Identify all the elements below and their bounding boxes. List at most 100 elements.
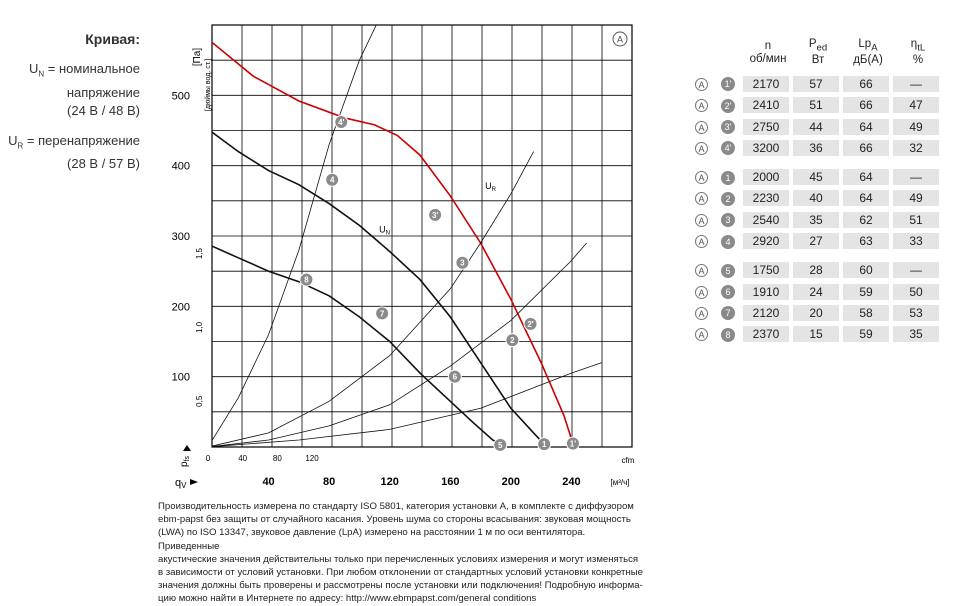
cell-lp: 62: [843, 211, 889, 228]
cell-eta: 50: [893, 283, 939, 300]
legend-ur-symbol: U: [8, 132, 18, 148]
cell-lp: 64: [843, 169, 889, 186]
operating-points-grid: n об/мин Ped Вт LpA дБ(A) ηtL% A 1' 2170 57 66—…: [690, 38, 943, 345]
cell-n: 2540: [743, 211, 789, 228]
cell-p: 20: [793, 304, 839, 321]
cell-n: 2170: [743, 75, 789, 92]
y-tick-label: 100: [172, 372, 190, 384]
footnote: Производительность измерена по стандарту…: [158, 500, 648, 606]
table-row: A 4' 3200 36 66 32: [690, 137, 943, 158]
cell-n: 2920: [743, 233, 789, 250]
series-line-58: [212, 245, 503, 446]
legend-title: Кривая:: [85, 31, 140, 47]
legend-ur-text2: (28 В / 57 В): [67, 156, 140, 172]
series-line-R4: [212, 362, 602, 447]
mode-a-icon: A: [695, 328, 708, 342]
footnote-line: цию можно найти в Интернете по адресу: h…: [158, 593, 537, 605]
x-tick-label-cfm: 40: [238, 454, 247, 463]
cell-n: 2120: [743, 304, 789, 321]
point-number-icon: 2: [721, 191, 735, 206]
cell-lp: 66: [843, 97, 889, 114]
curve-label: UN: [379, 224, 390, 236]
point-number-icon: 1: [721, 170, 735, 185]
footnote-line: акустические значения действительны толь…: [158, 553, 639, 565]
cell-lp: 60: [843, 262, 889, 279]
point-number-icon: 2': [721, 98, 735, 113]
x-tick-label-cfm: 120: [305, 454, 319, 463]
series-line-R2: [212, 151, 534, 447]
operating-point-label: 5: [498, 441, 503, 450]
cell-p: 27: [793, 233, 839, 250]
legend-ur-sub: R: [17, 141, 24, 151]
footnote-line: в зависимости от условий установки. При …: [158, 567, 643, 579]
x-axis-label: qV: [175, 477, 187, 490]
cell-eta: —: [893, 262, 939, 279]
y-tick-label-inwg: 1,5: [195, 247, 204, 259]
operating-point-label: 4: [330, 176, 335, 185]
legend-un-sub: N: [38, 69, 45, 79]
table-row: A 8 2370 15 59 35: [690, 324, 943, 345]
cell-n: 2410: [743, 97, 789, 114]
table-row: A 4 2920 27 63 33: [690, 230, 943, 251]
x-axis-arrow: [190, 479, 198, 485]
legend-un-text: = номинальное: [44, 61, 140, 76]
cell-lp: 66: [843, 75, 889, 92]
table-group-gap: [690, 252, 943, 260]
y-tick-label-inwg: 1,0: [195, 321, 204, 333]
operating-point: [505, 333, 520, 348]
cell-eta: 49: [893, 190, 939, 207]
x-tick-label: 120: [381, 476, 399, 488]
cell-eta: 49: [893, 118, 939, 135]
cell-p: 40: [793, 190, 839, 207]
mode-a-icon: A: [695, 213, 708, 227]
operating-point-label: 2: [510, 336, 515, 345]
cell-p: 44: [793, 118, 839, 135]
x-unit-cfm: cfm: [622, 456, 635, 465]
x-tick-label: 240: [562, 476, 580, 488]
operating-point-label: 7: [380, 309, 385, 318]
operating-point-label: 8: [304, 276, 309, 285]
mode-a-icon: A: [695, 264, 708, 278]
mode-a-icon: A: [695, 99, 708, 113]
footnote-line: значения должны быть проверены и рассмот…: [158, 580, 643, 592]
cell-lp: 66: [843, 139, 889, 156]
header-noise: LpA дБ(A): [853, 38, 883, 67]
cell-eta: 47: [893, 97, 939, 114]
operating-point: [455, 255, 470, 270]
header-power: Ped Вт: [808, 38, 828, 67]
cell-lp: 58: [843, 304, 889, 321]
point-number-icon: 4': [721, 141, 735, 156]
header-blank: [713, 38, 743, 73]
point-number-icon: 5: [721, 263, 735, 278]
mode-a-icon: A: [695, 120, 708, 134]
footnote-line: (LWA) по ISO 13347, звуковое давление (L…: [158, 527, 586, 552]
y-tick-label-inwg: 0,5: [195, 395, 204, 407]
cell-lp: 64: [843, 118, 889, 135]
mode-a-icon: A: [695, 192, 708, 206]
operating-point-label: 3: [460, 259, 465, 268]
mode-a-icon: A: [695, 235, 708, 249]
point-number-icon: 8: [721, 327, 735, 342]
point-number-icon: 4: [721, 234, 735, 249]
operating-points-table: n об/мин Ped Вт LpA дБ(A) ηtL% A 1' 2170 57 66—…: [690, 38, 975, 345]
x-unit-m3h: [м³/ч]: [611, 478, 630, 487]
table-row: A 2' 2410 51 66 47: [690, 95, 943, 116]
curve-label-main: U: [379, 224, 386, 234]
cell-p: 51: [793, 97, 839, 114]
operating-point: [325, 172, 340, 187]
mode-a-icon: A: [695, 306, 708, 320]
x-tick-label: 80: [323, 476, 335, 488]
table-row: A 3 2540 35 62 51: [690, 209, 943, 230]
series-line-R3: [212, 242, 587, 447]
cell-p: 28: [793, 262, 839, 279]
curve-label: UR: [485, 181, 497, 193]
cell-eta: 33: [893, 233, 939, 250]
x-tick-label-cfm: 0: [206, 454, 211, 463]
header-blank: [690, 38, 713, 73]
cell-n: 1750: [743, 262, 789, 279]
y-label-main: p: [179, 461, 190, 467]
cell-eta: —: [893, 169, 939, 186]
operating-point: [523, 316, 538, 331]
y-label-sub: fs: [184, 455, 191, 461]
